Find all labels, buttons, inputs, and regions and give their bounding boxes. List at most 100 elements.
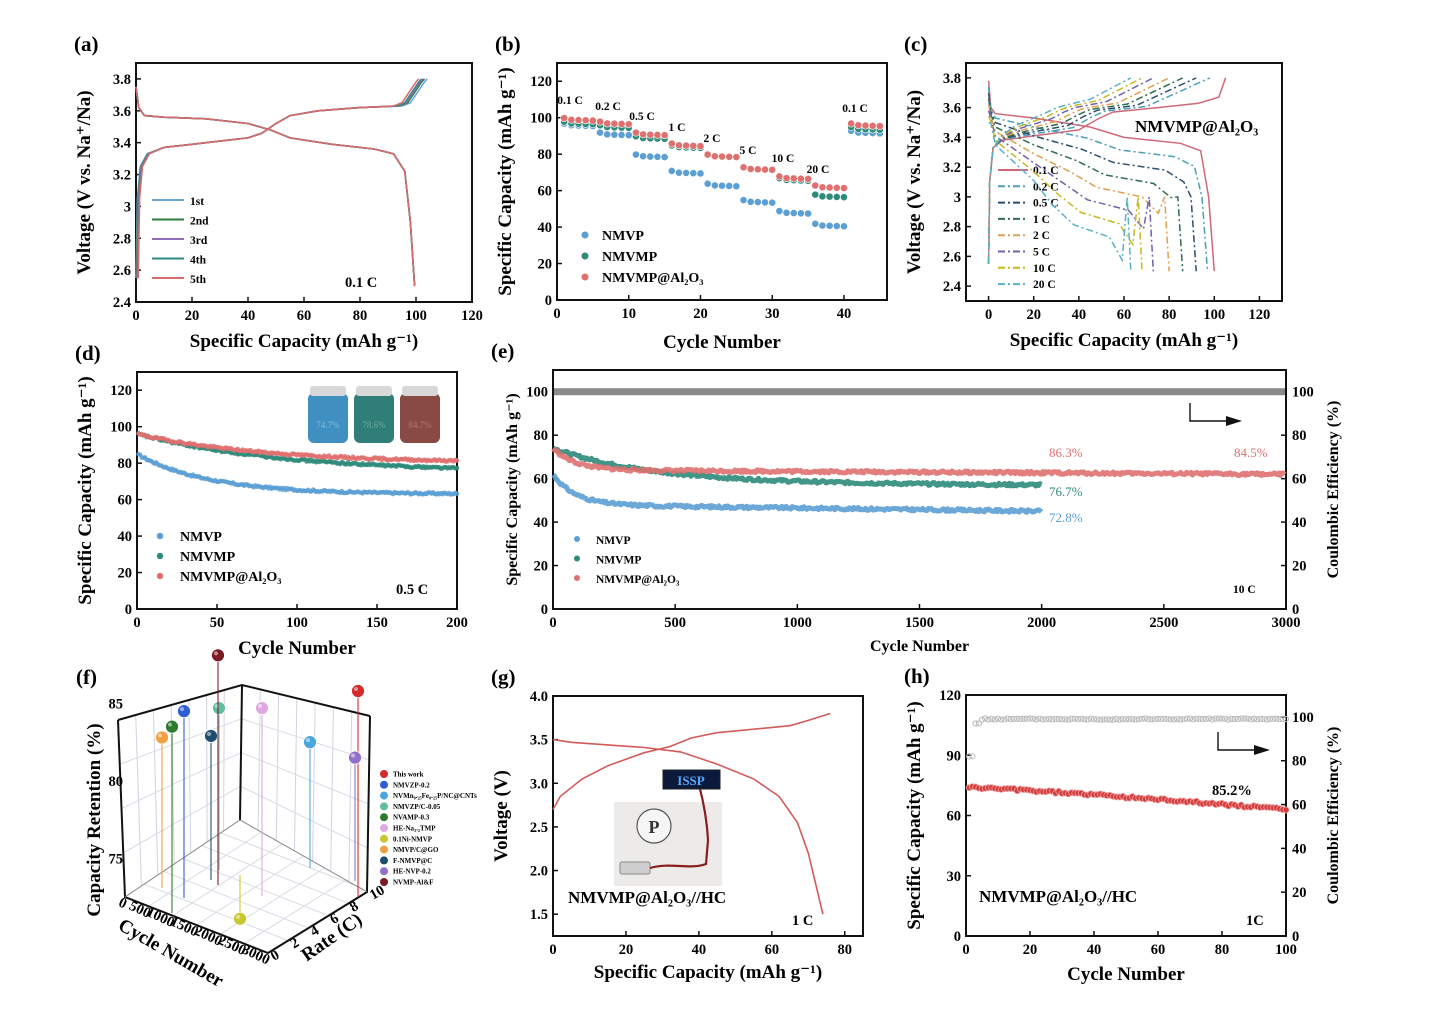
- ce-point: [1126, 716, 1133, 723]
- legend-label: 5th: [190, 274, 207, 286]
- y-tick-label: 3: [954, 190, 961, 206]
- data-point: [782, 208, 791, 217]
- data-point: [233, 911, 247, 926]
- rate-annotation: 0.5 C: [396, 582, 428, 598]
- ce-point: [1026, 715, 1034, 722]
- plot-frame: [135, 62, 473, 303]
- x-tick-label: 100: [1275, 942, 1297, 958]
- y-tick-label: 2.6: [113, 263, 131, 279]
- y-tick-label: 30: [947, 869, 962, 885]
- panel-label: (a): [74, 32, 99, 56]
- y-axis-title: Voltage (V): [491, 770, 512, 862]
- data-point: [610, 130, 619, 139]
- legend-label: 2 C: [1033, 230, 1050, 242]
- rate-annotation: 1 C: [792, 913, 813, 929]
- y2-axis-title: Coulombic Efficiency (%): [1325, 401, 1342, 579]
- rate-label: 2 C: [704, 133, 721, 145]
- ce-point: [1234, 715, 1242, 723]
- x-tick-label: 120: [1249, 307, 1271, 323]
- data-point: [588, 116, 597, 125]
- ce-point: [1068, 715, 1075, 722]
- data-point: [840, 222, 848, 231]
- discharge-curve: [135, 86, 416, 287]
- point-highlight: [214, 651, 218, 656]
- cell-label: NMVMP@Al₂O₃//HC: [568, 888, 726, 907]
- data-point: [811, 219, 820, 228]
- y-axis-title: Voltage (V vs. Na⁺/Na): [904, 90, 925, 274]
- coin-cell: [619, 861, 651, 875]
- data-point: [165, 719, 179, 734]
- ce-point: [994, 715, 1002, 722]
- y2-tick-label: 0: [1292, 602, 1299, 618]
- data-point: [746, 197, 755, 206]
- ce-point: [978, 716, 986, 723]
- discharge-curve: [987, 92, 1197, 272]
- data-point: [782, 174, 791, 183]
- data-point: [825, 221, 834, 230]
- data-point: [560, 114, 569, 122]
- ce-point: [1266, 715, 1274, 722]
- ce-point: [1017, 715, 1024, 723]
- retention-label-nmvp: 72.8%: [1049, 510, 1083, 525]
- data-point: [624, 120, 633, 129]
- grid-line: [201, 845, 345, 903]
- arrow-line: [1189, 403, 1230, 422]
- rate-label: 0.1 C: [557, 95, 583, 107]
- data-point: [646, 130, 655, 139]
- plot-frame: [965, 62, 1283, 302]
- x-tick-label: 0: [962, 942, 969, 958]
- point-highlight: [207, 731, 211, 736]
- ce-point: [1110, 716, 1117, 723]
- y-tick-label: 120: [530, 74, 552, 90]
- ce-point: [1174, 715, 1181, 723]
- rate-label: 5 C: [740, 145, 757, 157]
- y-tick-label: 60: [947, 809, 962, 825]
- y-tick-label: 2.4: [943, 279, 961, 295]
- legend-marker: [380, 845, 388, 854]
- y2-tick-label: 80: [1292, 754, 1307, 770]
- ce-point: [1055, 715, 1062, 723]
- ce-point: [1151, 716, 1158, 723]
- legend-label: 0.1Ni-NMVP: [393, 835, 433, 843]
- capacity-trace: [552, 445, 1043, 489]
- charge-curve: [987, 77, 1132, 264]
- legend-label: NMVP: [602, 229, 644, 244]
- y2-tick-label: 40: [1292, 841, 1307, 857]
- y-tick-label: 80: [534, 428, 549, 444]
- ce-point: [985, 716, 992, 723]
- point-highlight: [258, 704, 262, 709]
- x-axis-title: Specific Capacity (mAh g⁻¹): [190, 331, 418, 352]
- ce-point: [1046, 715, 1053, 723]
- legend-marker: [574, 555, 580, 562]
- ce-point: [1206, 715, 1213, 722]
- x-tick-label: 3000: [1272, 615, 1301, 631]
- y-tick-label: 3.5: [530, 733, 548, 749]
- rate-label: 0.1 C: [842, 103, 868, 115]
- y-tick-label: 60: [534, 472, 549, 488]
- legend-marker: [380, 791, 388, 800]
- y-tick-label: 80: [118, 456, 133, 472]
- powder-jar: [354, 393, 394, 443]
- data-point: [624, 131, 633, 140]
- legend-label: 1st: [190, 196, 204, 208]
- panel-d: 0 50 100 150 200 0 20 40 60 80 100 120 Cycle Number S…: [75, 341, 468, 659]
- ce-point: [1158, 715, 1165, 722]
- panel-g: 0 20 40 60 80 1.5 2.0 2.5 3.0 3.5 4.0 Specific Capa…: [491, 665, 864, 983]
- ce-point: [1119, 716, 1126, 723]
- x-tick-label: 150: [366, 615, 388, 631]
- legend-marker: [380, 834, 388, 843]
- point-highlight: [180, 707, 184, 712]
- data-point: [703, 179, 712, 188]
- data-point: [675, 168, 683, 177]
- cell-label: NMVMP@Al₂O₃//HC: [979, 887, 1137, 906]
- y2-tick-label: 80: [1292, 428, 1307, 444]
- grid-line: [163, 870, 307, 928]
- data-point: [211, 648, 225, 663]
- ce-point: [1142, 715, 1149, 722]
- legend-label: 1 C: [1033, 214, 1050, 226]
- x-tick-label: 60: [765, 942, 780, 958]
- ce-point: [1215, 715, 1222, 722]
- capacity-point: [1282, 806, 1290, 814]
- data-point: [818, 221, 827, 230]
- y2-tick-label: 60: [1292, 472, 1307, 488]
